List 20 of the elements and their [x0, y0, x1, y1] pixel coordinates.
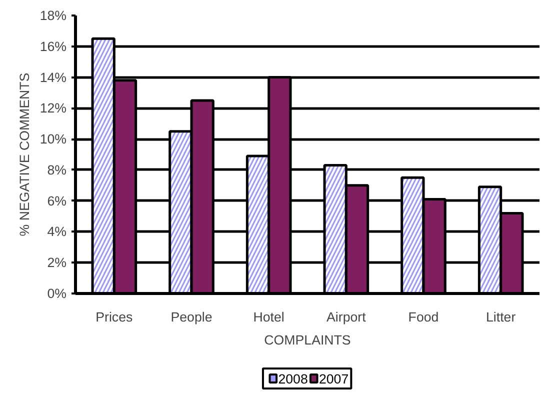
legend-label: 2008 [278, 372, 308, 386]
y-tick-label: 2% [47, 255, 67, 270]
x-axis-title: COMPLAINTS [264, 332, 351, 348]
x-tick-label: Prices [96, 310, 134, 324]
x-tick-label: Hotel [253, 310, 284, 324]
y-tick-label: 18% [40, 8, 67, 23]
y-tick-label: 14% [40, 70, 67, 85]
x-tick-label: Food [408, 310, 439, 324]
legend-label: 2007 [318, 372, 349, 386]
y-tick-label: 8% [47, 162, 67, 178]
x-tick-label: People [170, 310, 212, 324]
x-tick-label: Litter [486, 310, 516, 324]
y-tick-label: 16% [40, 38, 67, 54]
x-tick-label: Airport [326, 310, 366, 324]
y-tick-label: 4% [47, 224, 67, 240]
y-tick-label: 6% [47, 193, 67, 208]
y-tick-label: 12% [40, 100, 67, 116]
y-axis-title: % NEGATIVE COMMENTS [16, 72, 32, 236]
y-tick-label: 10% [40, 132, 67, 147]
y-tick-label: 0% [47, 286, 67, 301]
